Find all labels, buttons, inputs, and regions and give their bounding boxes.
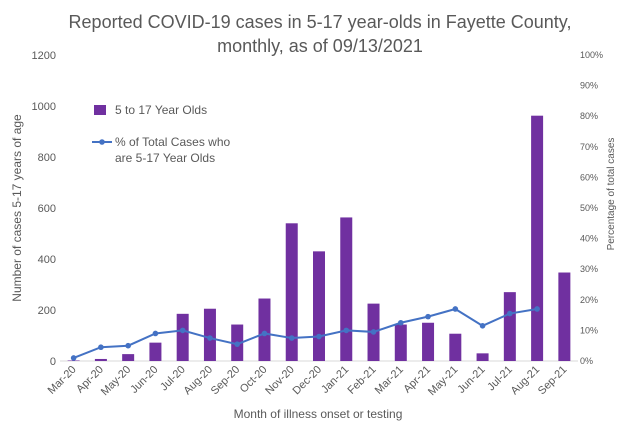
- bar: [122, 354, 135, 361]
- x-axis-ticks: Mar-20Apr-20May-20Jun-20Jul-20Aug-20Sep-…: [46, 364, 570, 398]
- x-tick-label: Feb-21: [346, 364, 379, 397]
- line-point: [452, 306, 459, 312]
- bar: [531, 115, 544, 361]
- y-tick-label: 1000: [32, 101, 56, 113]
- bar: [258, 298, 271, 361]
- line-point: [397, 319, 404, 326]
- x-tick-label: Mar-20: [46, 364, 79, 397]
- bar: [94, 358, 107, 361]
- line-point: [534, 306, 540, 312]
- bar: [67, 360, 80, 361]
- y2-tick-label: 40%: [580, 234, 598, 244]
- y2-axis-ticks: 0% 10% 20% 30% 40% 50% 60% 70% 80% 90% 100%: [580, 50, 603, 366]
- x-axis-label: Month of illness onset or testing: [234, 407, 403, 421]
- line-point: [261, 330, 268, 337]
- chart-title: Reported COVID-19 cases in 5-17 year-old…: [40, 10, 600, 58]
- y2-tick-label: 100%: [580, 50, 603, 60]
- line-point: [343, 327, 350, 334]
- y-axis-ticks: 0 200 400 600 800 1000 1200: [32, 50, 56, 368]
- y-tick-label: 400: [38, 254, 56, 266]
- bar: [449, 333, 462, 361]
- bar: [176, 313, 189, 361]
- line-point: [288, 335, 295, 341]
- line-point: [479, 323, 486, 329]
- line-point: [234, 341, 241, 347]
- legend-line-label-line-2: are 5-17 Year Olds: [115, 151, 215, 165]
- y2-tick-label: 30%: [580, 264, 598, 274]
- y2-tick-label: 80%: [580, 111, 598, 121]
- line-point: [316, 333, 322, 340]
- legend-bar-label: 5 to 17 Year Olds: [115, 103, 207, 117]
- y2-tick-label: 20%: [580, 295, 598, 305]
- y2-tick-label: 0%: [580, 356, 593, 366]
- bar: [558, 272, 571, 361]
- y2-tick-label: 60%: [580, 172, 598, 182]
- bar-series: [67, 115, 571, 361]
- bar: [476, 353, 489, 361]
- y2-tick-label: 70%: [580, 142, 598, 152]
- y2-tick-label: 10%: [580, 325, 598, 335]
- x-tick-label: May-20: [99, 364, 133, 398]
- bar: [394, 324, 407, 361]
- line-point: [425, 313, 431, 320]
- line-point: [207, 335, 213, 341]
- x-tick-label: Mar-21: [373, 364, 406, 397]
- y2-axis-label: Percentage of total cases: [606, 138, 617, 251]
- y2-tick-label: 50%: [580, 203, 598, 213]
- x-tick-label: Jan-21: [319, 364, 351, 396]
- y-tick-label: 1200: [32, 50, 56, 62]
- line-point: [70, 355, 77, 361]
- line-point: [98, 344, 104, 351]
- chart-title-line-2: monthly, as of 09/13/2021: [217, 36, 423, 56]
- line-path: [73, 307, 538, 359]
- x-tick-label: May-21: [426, 364, 460, 398]
- y-tick-label: 0: [50, 356, 56, 368]
- legend: 5 to 17 Year Olds % of Total Cases who a…: [92, 103, 230, 165]
- x-tick-label: Aug-20: [181, 364, 215, 398]
- x-tick-label: Sep-20: [209, 364, 243, 398]
- bar: [340, 217, 353, 361]
- bar: [503, 292, 516, 361]
- x-tick-label: Jun-20: [128, 364, 160, 396]
- bar: [313, 251, 325, 361]
- legend-bar-swatch: [94, 105, 106, 115]
- line-point: [370, 329, 377, 335]
- x-tick-label: Aug-21: [509, 364, 543, 398]
- bar: [285, 223, 298, 361]
- y-tick-label: 200: [38, 305, 56, 317]
- legend-line-marker: [99, 139, 105, 145]
- legend-line-label-line-1: % of Total Cases who: [115, 135, 230, 149]
- y-tick-label: 800: [38, 152, 56, 164]
- x-tick-label: Sep-21: [536, 364, 570, 398]
- x-tick-label: Nov-20: [263, 364, 297, 398]
- y2-tick-label: 90%: [580, 81, 598, 91]
- line-series: [70, 306, 540, 361]
- line-point: [179, 327, 186, 334]
- line-point: [507, 310, 513, 317]
- bar: [149, 342, 162, 361]
- y-tick-label: 600: [38, 203, 56, 215]
- x-tick-label: Jun-21: [455, 364, 487, 396]
- bar: [422, 322, 435, 361]
- chart-title-line-1: Reported COVID-19 cases in 5-17 year-old…: [68, 12, 572, 32]
- line-point: [125, 342, 131, 349]
- bar: [203, 308, 216, 361]
- y-axis-label: Number of cases 5-17 years of age: [10, 114, 24, 302]
- line-point: [152, 330, 159, 337]
- x-tick-label: Dec-20: [291, 364, 325, 398]
